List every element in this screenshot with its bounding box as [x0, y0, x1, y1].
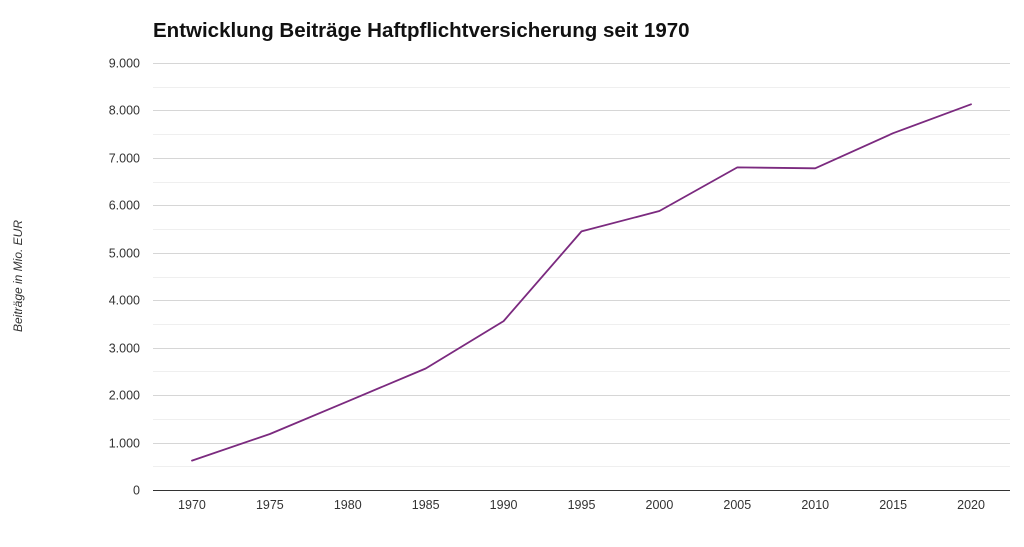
- y-tick-label: 3.000: [109, 342, 140, 356]
- y-tick-label: 0: [133, 484, 140, 498]
- y-tick-label: 1.000: [109, 437, 140, 451]
- x-tick-label: 2010: [801, 498, 829, 512]
- x-tick-label: 1970: [178, 498, 206, 512]
- x-tick-label: 2000: [646, 498, 674, 512]
- y-tick-label: 7.000: [109, 152, 140, 166]
- x-tick-label: 1975: [256, 498, 284, 512]
- x-tick-label: 1985: [412, 498, 440, 512]
- series-line: [191, 103, 972, 462]
- x-tick-label: 1995: [568, 498, 596, 512]
- x-tick-label: 1990: [490, 498, 518, 512]
- chart-title: Entwicklung Beiträge Haftpflichtversiche…: [153, 19, 690, 42]
- y-tick-label: 2.000: [109, 389, 140, 403]
- y-tick-label: 8.000: [109, 104, 140, 118]
- x-tick-label: 2020: [957, 498, 985, 512]
- y-tick-label: 9.000: [109, 57, 140, 71]
- x-tick-label: 2005: [723, 498, 751, 512]
- x-tick-label: 1980: [334, 498, 362, 512]
- x-tick-label: 2015: [879, 498, 907, 512]
- y-tick-label: 5.000: [109, 247, 140, 261]
- y-tick-label: 4.000: [109, 294, 140, 308]
- y-tick-label: 6.000: [109, 199, 140, 213]
